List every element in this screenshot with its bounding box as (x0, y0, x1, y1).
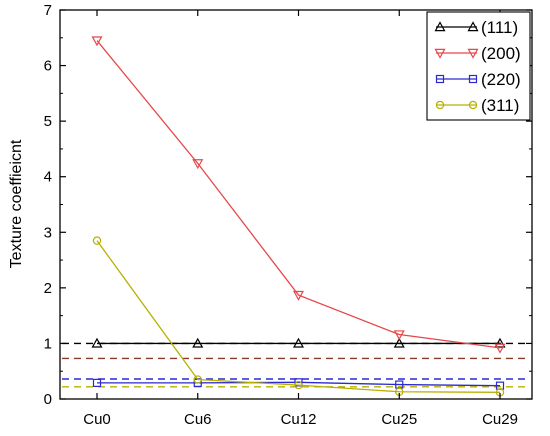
legend-item: (311) (435, 96, 519, 115)
data-point-marker (292, 337, 305, 348)
reference-lines (62, 342, 530, 388)
y-tick-label: 5 (44, 113, 52, 130)
data-point-marker (435, 74, 445, 84)
legend-label: (220) (481, 70, 521, 89)
y-tick-label: 6 (44, 58, 52, 75)
data-point-marker (294, 378, 303, 387)
data-point-marker (434, 48, 446, 59)
series-200 (91, 36, 506, 354)
x-tick-label: Cu12 (281, 411, 317, 428)
x-axis: Cu0 Cu6 Cu12 Cu25 Cu29 (83, 10, 518, 428)
x-tick-label: Cu29 (482, 411, 518, 428)
data-point-marker (292, 290, 305, 301)
data-point-marker (467, 21, 479, 32)
data-point-marker (468, 74, 478, 84)
data-point-marker (294, 380, 303, 390)
series-line (96, 240, 501, 393)
legend: (111) (200) (220) (311) (426, 11, 531, 121)
data-point-marker (192, 337, 204, 348)
series-line (96, 40, 501, 349)
series-220 (92, 378, 505, 390)
data-point-marker (467, 48, 479, 59)
data-point-marker (435, 100, 445, 110)
data-point-marker (192, 159, 204, 170)
data-point-marker (434, 21, 446, 32)
data-point-marker (393, 337, 405, 348)
x-tick-label: Cu25 (381, 411, 417, 428)
y-tick-label: 4 (44, 169, 52, 186)
legend-label: (200) (481, 44, 521, 63)
x-tick-label: Cu6 (184, 411, 212, 428)
data-point-marker (91, 36, 103, 47)
y-tick-label: 0 (44, 391, 52, 408)
series-311 (92, 236, 505, 397)
data-point-marker (92, 236, 102, 245)
data-point-marker (92, 378, 102, 387)
x-tick-label: Cu0 (83, 411, 111, 428)
legend-label: (311) (481, 96, 519, 115)
legend-item: (111) (434, 18, 518, 37)
data-point-marker (494, 343, 506, 354)
y-axis-label: Texture coeffieicnt (8, 139, 25, 268)
data-point-marker (494, 337, 506, 348)
y-tick-label: 3 (44, 224, 52, 241)
data-point-marker (91, 337, 103, 348)
legend-item: (220) (435, 70, 521, 89)
series-layer (91, 36, 506, 397)
data-point-marker (468, 100, 478, 110)
series-111 (91, 337, 506, 348)
data-point-marker (193, 375, 202, 384)
y-tick-label: 1 (44, 335, 52, 352)
y-tick-label: 2 (44, 280, 52, 297)
y-tick-label: 7 (44, 2, 52, 19)
series-line (97, 381, 501, 387)
data-point-marker (393, 330, 405, 341)
legend-item: (200) (434, 44, 521, 63)
legend-label: (111) (481, 18, 518, 37)
